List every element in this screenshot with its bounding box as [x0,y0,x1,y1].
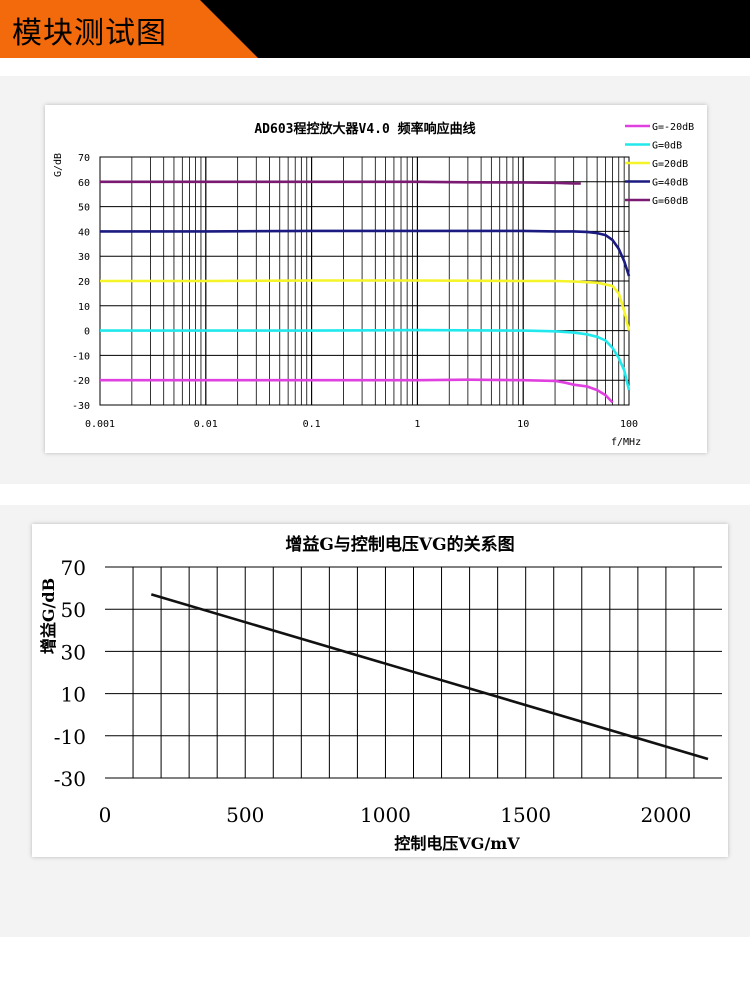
series-line-2 [100,279,631,331]
y-tick-label: 0 [84,327,90,338]
page-title: 模块测试图 [12,16,167,51]
chart-title: 增益G与控制电压VG的关系图 [285,534,514,555]
y-tick-label: -10 [72,351,90,362]
x-tick-label: 100 [620,419,638,430]
y-tick-label: -30 [72,401,90,412]
series-line-1 [100,328,631,391]
x-axis-label: f/MHz [611,437,641,448]
y-tick-label: 70 [61,556,86,580]
x-tick-label: 2000 [640,803,691,827]
y-tick-label: 10 [61,683,86,707]
legend-label-1: G=0dB [652,141,682,152]
series-line-3 [100,229,631,277]
chart1-card: 70 60 50 40 30 20 10 0 -10 -20 -30 0.001 0.01 0.1 1 10 1… [45,105,707,453]
x-tick-label: 500 [226,803,264,827]
y-tick-label: 40 [78,227,90,238]
x-tick-label: 0.01 [194,419,218,430]
x-tick-label: 10 [517,419,529,430]
legend-label-4: G=60dB [652,196,688,207]
y-tick-label: 70 [78,153,90,164]
y-tick-label: 20 [78,277,90,288]
y-tick-label: 60 [78,178,90,189]
y-axis-label: G/dB [53,153,64,177]
gain-vs-voltage-chart: 70 50 30 10 -10 -30 0 500 1000 1500 2000 增益G与控制电压VG… [39,534,722,853]
header-bar: 模块测试图 [0,0,750,58]
y-axis-label: 增益G/dB [39,578,58,654]
header-tab-shape [0,0,258,58]
x-tick-label: 1500 [500,803,551,827]
legend-label-2: G=20dB [652,159,688,170]
y-tick-label: 50 [78,203,90,214]
x-tick-label: 0.1 [303,419,321,430]
series-line-4 [100,180,581,185]
legend-label-3: G=40dB [652,178,688,189]
x-tick-label: 0.001 [85,419,115,430]
series-line-0 [100,378,614,404]
legend-label-0: G=-20dB [652,122,694,133]
y-tick-label: -10 [54,725,86,749]
y-tick-label: 50 [61,598,86,622]
y-tick-label: -30 [54,767,86,791]
y-tick-label: 30 [61,640,86,664]
chart2-card: 70 50 30 10 -10 -30 0 500 1000 1500 2000 增益G与控制电压VG… [32,524,728,857]
y-tick-label: -20 [72,376,90,387]
x-axis-label: 控制电压VG/mV [394,834,520,853]
x-tick-label: 1000 [360,803,411,827]
y-tick-label: 10 [78,302,90,313]
y-tick-label: 30 [78,252,90,263]
series-line-0 [150,593,709,761]
x-tick-label: 0 [99,803,112,827]
x-tick-label: 1 [414,419,420,430]
chart-title: AD603程控放大器V4.0 频率响应曲线 [254,121,475,137]
